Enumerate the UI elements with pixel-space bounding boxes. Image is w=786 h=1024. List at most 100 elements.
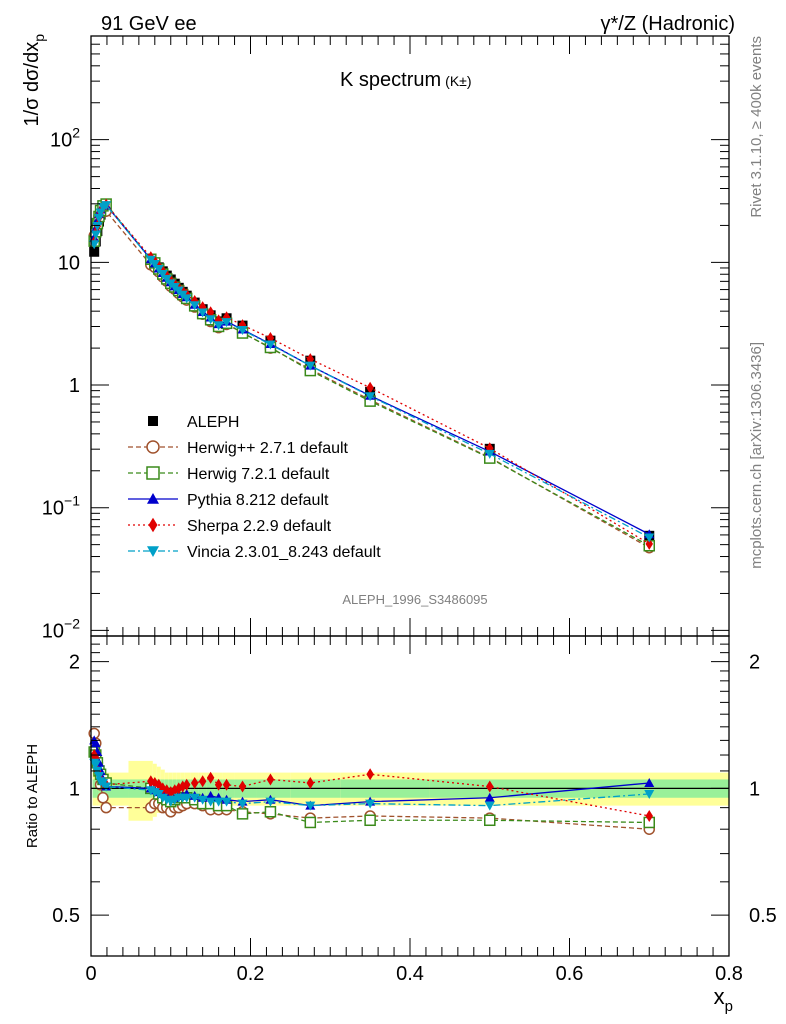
ratio-series-marker: [644, 777, 655, 787]
legend-label: Herwig++ 2.7.1 default: [187, 440, 349, 457]
series-line: [93, 204, 650, 539]
ratio-series-marker: [644, 789, 655, 799]
series-marker: [197, 308, 208, 318]
ratio-series-marker: [221, 797, 232, 807]
axes: 10−2 10−1 1 10 102 0.5 0.5 1 1 2 2 0 0.2 0.4 0.6 0.8: [42, 35, 777, 985]
ratio-series-marker: [205, 790, 216, 800]
ratio-series-marker: [305, 801, 316, 811]
xtick-label: 0: [85, 963, 96, 985]
ratio-ytick-label-right: 2: [749, 652, 760, 674]
ratio-series-marker: [197, 795, 208, 805]
ratio-series-marker: [237, 799, 248, 809]
legend-label: ALEPH: [187, 414, 239, 431]
ratio-series-marker: [214, 778, 223, 791]
ratio-series-marker: [306, 776, 315, 789]
ratio-series-marker: [205, 797, 216, 807]
series-marker: [89, 240, 100, 250]
legend-marker: [148, 416, 158, 426]
ratio-series-marker: [97, 792, 109, 804]
ratio-series-marker: [206, 771, 215, 784]
legend-marker: [147, 546, 159, 557]
legend-marker: [147, 493, 159, 504]
plot-title: K spectrum (K±): [340, 69, 472, 91]
series-marker: [181, 294, 192, 304]
series-marker: [153, 265, 164, 275]
ratio-series-marker: [189, 793, 200, 803]
ratio-series-marker: [364, 814, 376, 827]
series-marker: [90, 230, 101, 240]
mcplots-label: mcplots.cern.ch [arXiv:1306.3436]: [748, 342, 765, 569]
ratio-ytick-label: 1: [69, 778, 80, 800]
legend: ALEPH Herwig++ 2.7.1 default Herwig 7.2.1 …: [128, 414, 381, 561]
xtick-label: 0.8: [715, 963, 743, 985]
series-marker: [645, 537, 653, 550]
ratio-series-marker: [304, 816, 317, 829]
series-line: [93, 204, 650, 535]
ratio-series-marker: [645, 809, 653, 822]
main-panel: [88, 198, 655, 554]
rivet-label: Rivet 3.1.10, ≥ 400k events: [748, 36, 765, 218]
series-marker: [101, 201, 112, 211]
ratio-series-marker: [90, 738, 101, 748]
legend-marker: [148, 517, 158, 533]
x-axis-label: xp: [714, 984, 733, 1015]
series-marker: [221, 318, 232, 328]
main-ytick-label: 102: [50, 125, 80, 152]
ratio-ylabel: Ratio to ALEPH: [24, 744, 41, 848]
ratio-series-marker: [222, 778, 231, 791]
ratio-ytick-label: 0.5: [52, 905, 80, 927]
ratio-series-marker: [182, 778, 191, 791]
ratio-series-marker: [93, 771, 104, 781]
series-marker: [213, 321, 224, 331]
ratio-series-marker: [366, 768, 374, 781]
series-marker: [189, 301, 200, 311]
x-axis-label-sub: p: [725, 998, 733, 1015]
series-marker: [92, 221, 103, 231]
legend-marker: [146, 440, 160, 454]
ratio-series-marker: [236, 808, 249, 820]
legend-label: Sherpa 2.2.9 default: [187, 518, 332, 535]
legend-marker: [146, 466, 160, 480]
series-marker: [644, 533, 655, 543]
ratio-series-marker: [100, 801, 112, 814]
ratio-ytick-label: 2: [69, 652, 80, 674]
ratio-series-marker: [190, 776, 199, 789]
ratio-series-marker: [266, 773, 275, 786]
series-line: [93, 203, 650, 545]
ratio-series-marker: [484, 814, 496, 827]
series-marker: [484, 449, 495, 459]
header-left: 91 GeV ee: [101, 13, 197, 35]
ratio-series-marker: [265, 797, 276, 807]
series-marker: [149, 259, 160, 269]
header-right: γ*/Z (Hadronic): [601, 13, 735, 35]
series-marker: [237, 326, 248, 336]
plot-title-sub: (K±): [445, 73, 471, 89]
series-marker: [365, 392, 376, 402]
main-ylabel-sub: p: [31, 34, 47, 42]
ratio-ytick-label-right: 1: [749, 778, 760, 800]
ratio-series-marker: [213, 797, 224, 807]
ratio-panel: [88, 727, 729, 835]
analysis-id: ALEPH_1996_S3486095: [342, 592, 487, 607]
series-marker: [157, 270, 168, 280]
main-ytick-label: 1: [69, 375, 80, 397]
main-ytick-label: 10−2: [42, 615, 80, 642]
main-ytick-label: 10−1: [42, 493, 80, 520]
xtick-label: 0.4: [396, 963, 424, 985]
data-point-aleph: [89, 246, 100, 257]
series-marker: [265, 340, 276, 350]
ratio-series-marker: [365, 799, 376, 809]
series-marker: [305, 361, 316, 371]
legend-label: Herwig 7.2.1 default: [187, 466, 330, 483]
ratio-series-marker: [264, 806, 277, 818]
main-ylabel: 1/σ dσ/dxp: [21, 34, 47, 127]
xtick-label: 0.6: [556, 963, 584, 985]
ratio-series-marker: [486, 780, 494, 793]
series-line: [93, 210, 650, 549]
ratio-series-marker: [484, 801, 495, 811]
ratio-ytick-label-right: 0.5: [749, 905, 777, 927]
ratio-series-marker: [238, 780, 247, 793]
xtick-label: 0.2: [237, 963, 265, 985]
ratio-series-marker: [484, 792, 495, 802]
